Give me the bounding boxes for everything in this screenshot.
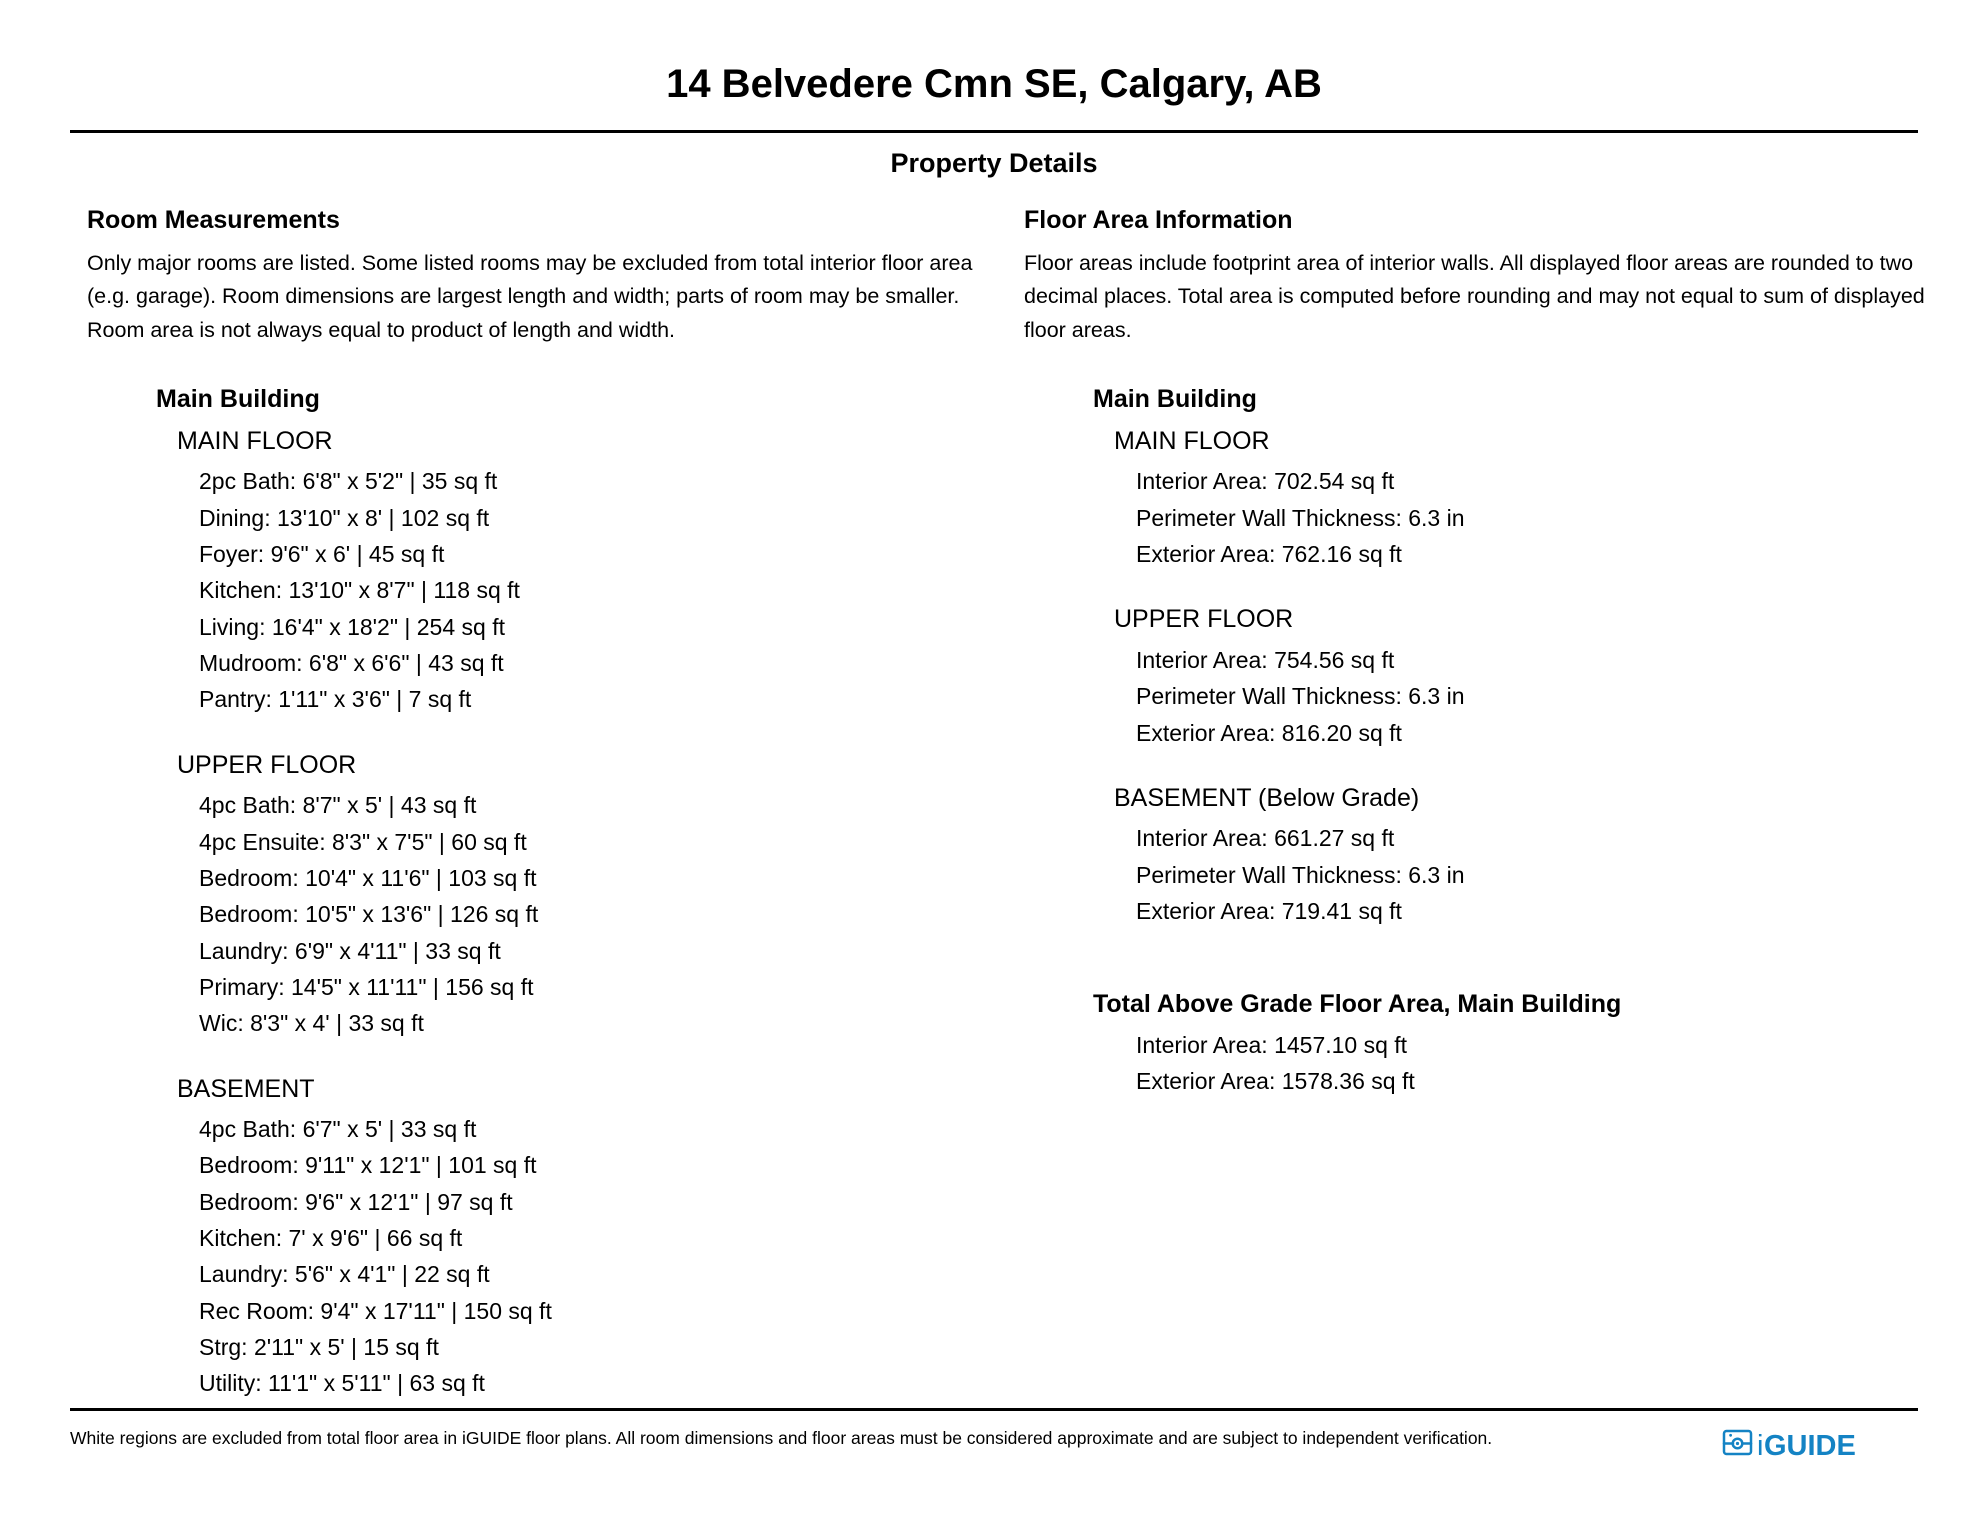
svg-text:GUIDE: GUIDE [1764, 1430, 1856, 1462]
svg-text:i: i [1757, 1430, 1763, 1462]
